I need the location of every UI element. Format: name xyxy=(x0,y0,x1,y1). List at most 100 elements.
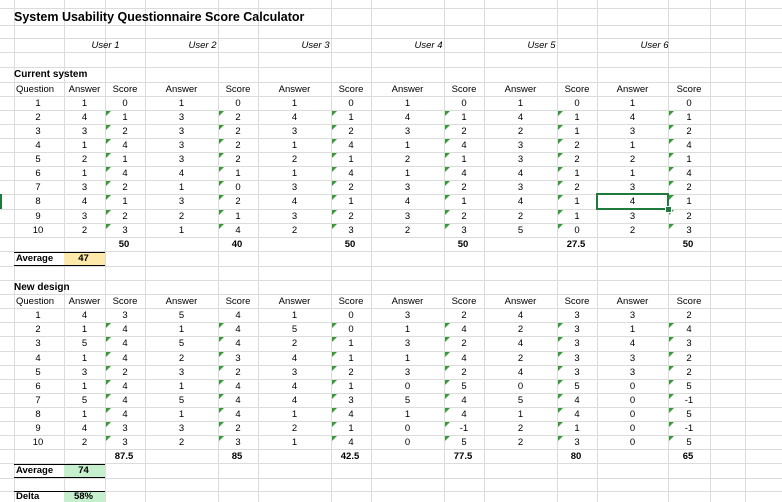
comment-indicator-icon xyxy=(669,167,674,172)
answer-header: Answer xyxy=(278,296,311,307)
gridline-horizontal xyxy=(0,336,782,337)
answer-cell: 0 xyxy=(404,381,411,392)
gridline-horizontal xyxy=(0,463,782,464)
comment-indicator-icon xyxy=(445,408,450,413)
fill-handle[interactable] xyxy=(665,206,672,213)
answer-cell: 3 xyxy=(81,126,88,137)
comment-indicator-icon xyxy=(558,323,563,328)
score-cell: 3 xyxy=(235,437,241,448)
score-cell: 2 xyxy=(461,310,467,321)
gridline-horizontal xyxy=(0,138,782,139)
comment-indicator-icon xyxy=(332,153,337,158)
comment-indicator-icon xyxy=(219,337,224,342)
sheet-title: System Usability Questionnaire Score Cal… xyxy=(14,10,305,24)
question-number: 4 xyxy=(35,353,41,364)
total-score: 50 xyxy=(682,239,694,250)
answer-cell: 2 xyxy=(517,211,524,222)
answer-cell: 3 xyxy=(517,140,524,151)
score-cell: 3 xyxy=(122,437,128,448)
comment-indicator-icon xyxy=(445,422,450,427)
gridline-horizontal xyxy=(0,25,782,26)
comment-indicator-icon xyxy=(445,167,450,172)
score-cell: 1 xyxy=(348,196,354,207)
comment-indicator-icon xyxy=(669,436,674,441)
comment-indicator-icon xyxy=(332,436,337,441)
comment-indicator-icon xyxy=(106,139,111,144)
question-number: 3 xyxy=(35,126,41,137)
answer-cell: 1 xyxy=(404,168,411,179)
total-score: 65 xyxy=(682,451,694,462)
gridline-horizontal xyxy=(0,223,782,224)
answer-cell: 2 xyxy=(291,338,298,349)
user-header: User 5 xyxy=(527,40,556,51)
total-score: 87.5 xyxy=(114,451,134,462)
comment-indicator-icon xyxy=(219,139,224,144)
selected-cell[interactable] xyxy=(596,193,669,210)
score-cell: 4 xyxy=(235,395,241,406)
answer-cell: 4 xyxy=(81,310,88,321)
score-cell: 1 xyxy=(235,168,241,179)
answer-cell: 3 xyxy=(178,423,185,434)
total-score: 77.5 xyxy=(453,451,473,462)
comment-indicator-icon xyxy=(219,394,224,399)
score-header: Score xyxy=(564,296,590,307)
comment-indicator-icon xyxy=(558,422,563,427)
score-cell: 2 xyxy=(686,126,692,137)
score-cell: 3 xyxy=(122,423,128,434)
answer-cell: 3 xyxy=(404,367,411,378)
score-cell: 2 xyxy=(122,126,128,137)
score-cell: 4 xyxy=(461,353,467,364)
answer-cell: 4 xyxy=(629,112,636,123)
comment-indicator-icon xyxy=(106,380,111,385)
comment-indicator-icon xyxy=(106,337,111,342)
comment-indicator-icon xyxy=(106,394,111,399)
answer-header: Answer xyxy=(165,84,198,95)
answer-cell: 4 xyxy=(517,112,524,123)
average-label: Average xyxy=(16,465,54,476)
gridline-horizontal xyxy=(0,449,782,450)
comment-indicator-icon xyxy=(106,436,111,441)
score-cell: 2 xyxy=(686,367,692,378)
answer-cell: 3 xyxy=(178,154,185,165)
comment-indicator-icon xyxy=(558,352,563,357)
score-cell: 0 xyxy=(348,324,354,335)
comment-indicator-icon xyxy=(558,167,563,172)
comment-indicator-icon xyxy=(219,224,224,229)
comment-indicator-icon xyxy=(445,337,450,342)
score-cell: 1 xyxy=(574,196,580,207)
active-row-marker xyxy=(0,194,2,209)
total-score: 40 xyxy=(231,239,243,250)
answer-cell: 4 xyxy=(629,338,636,349)
comment-indicator-icon xyxy=(106,408,111,413)
total-score: 50 xyxy=(118,239,130,250)
comment-indicator-icon xyxy=(445,111,450,116)
answer-cell: 4 xyxy=(404,112,411,123)
question-number: 6 xyxy=(35,381,41,392)
comment-indicator-icon xyxy=(558,139,563,144)
comment-indicator-icon xyxy=(445,181,450,186)
answer-cell: 1 xyxy=(291,310,298,321)
answer-cell: 1 xyxy=(404,353,411,364)
comment-indicator-icon xyxy=(445,125,450,130)
comment-indicator-icon xyxy=(332,394,337,399)
answer-cell: 4 xyxy=(517,338,524,349)
answer-cell: 2 xyxy=(629,225,636,236)
answer-cell: 2 xyxy=(291,423,298,434)
comment-indicator-icon xyxy=(219,167,224,172)
score-header: Score xyxy=(338,84,364,95)
answer-cell: 2 xyxy=(291,225,298,236)
score-cell: 2 xyxy=(461,126,467,137)
average-label-cell xyxy=(14,464,64,478)
answer-cell: 1 xyxy=(291,437,298,448)
score-cell: 1 xyxy=(348,112,354,123)
score-cell: 0 xyxy=(574,98,580,109)
delta-value: 58% xyxy=(73,491,93,502)
answer-cell: 4 xyxy=(517,367,524,378)
comment-indicator-icon xyxy=(106,210,111,215)
comment-indicator-icon xyxy=(332,181,337,186)
score-cell: 0 xyxy=(235,98,241,109)
answer-cell: 1 xyxy=(178,409,185,420)
answer-cell: 1 xyxy=(81,409,88,420)
answer-cell: 3 xyxy=(178,367,185,378)
